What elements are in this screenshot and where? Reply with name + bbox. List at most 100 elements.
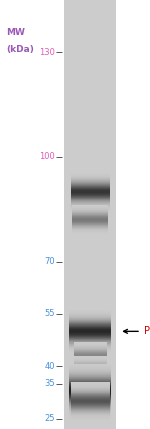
Bar: [69, 396, 111, 397]
Bar: [70, 391, 110, 392]
Bar: [69, 376, 111, 377]
Bar: [70, 205, 110, 206]
Bar: [70, 206, 110, 207]
Bar: [69, 337, 111, 338]
Text: 100: 100: [39, 152, 55, 161]
Text: (kDa): (kDa): [6, 45, 34, 54]
Bar: [70, 403, 110, 404]
Bar: [70, 396, 110, 397]
Bar: [69, 415, 111, 416]
Bar: [70, 413, 110, 414]
Bar: [69, 406, 111, 407]
Bar: [69, 392, 111, 393]
Bar: [69, 391, 111, 392]
Bar: [70, 186, 110, 187]
Bar: [69, 321, 111, 322]
Bar: [69, 400, 111, 401]
Bar: [70, 197, 110, 198]
Bar: [70, 383, 110, 384]
Bar: [69, 352, 111, 353]
Bar: [69, 413, 111, 414]
Bar: [69, 401, 111, 402]
Bar: [69, 412, 111, 413]
Bar: [70, 187, 110, 188]
Bar: [64, 0, 116, 429]
Bar: [69, 394, 111, 395]
Bar: [70, 194, 110, 195]
Bar: [69, 365, 111, 366]
Text: MW: MW: [6, 28, 25, 37]
Bar: [70, 408, 110, 409]
Bar: [69, 383, 111, 384]
Bar: [69, 408, 111, 409]
Bar: [70, 416, 110, 417]
Bar: [70, 414, 110, 415]
Bar: [69, 348, 111, 349]
Bar: [69, 412, 111, 413]
Bar: [69, 410, 111, 411]
Bar: [69, 393, 111, 394]
Bar: [69, 341, 111, 342]
Bar: [70, 201, 110, 202]
Bar: [69, 397, 111, 398]
Bar: [70, 407, 110, 408]
Bar: [69, 387, 111, 388]
Bar: [69, 317, 111, 318]
Bar: [69, 333, 111, 334]
Bar: [69, 315, 111, 316]
Bar: [70, 399, 110, 400]
Bar: [69, 404, 111, 405]
Bar: [70, 178, 110, 179]
Bar: [70, 207, 110, 208]
Bar: [70, 390, 110, 391]
Bar: [70, 195, 110, 196]
Text: P2X2: P2X2: [144, 326, 150, 336]
Bar: [70, 400, 110, 401]
Bar: [69, 332, 111, 333]
Bar: [69, 371, 111, 372]
Bar: [70, 403, 110, 404]
Bar: [70, 392, 110, 393]
Bar: [69, 326, 111, 327]
Bar: [69, 411, 111, 412]
Bar: [70, 404, 110, 405]
Bar: [69, 379, 111, 380]
Bar: [70, 394, 110, 395]
Bar: [70, 204, 110, 205]
Bar: [69, 325, 111, 326]
Bar: [70, 411, 110, 412]
Bar: [69, 340, 111, 341]
Bar: [70, 208, 110, 209]
Text: 25: 25: [44, 414, 55, 423]
Bar: [70, 395, 110, 396]
Bar: [70, 412, 110, 413]
Bar: [69, 344, 111, 345]
Bar: [70, 182, 110, 183]
Bar: [70, 200, 110, 201]
Bar: [70, 405, 110, 406]
Bar: [70, 387, 110, 388]
Bar: [70, 409, 110, 410]
Bar: [69, 380, 111, 381]
Bar: [70, 416, 110, 417]
Bar: [69, 390, 111, 391]
Bar: [70, 390, 110, 391]
Bar: [69, 399, 111, 400]
Bar: [69, 331, 111, 332]
Bar: [69, 338, 111, 339]
Bar: [69, 402, 111, 403]
Bar: [70, 179, 110, 180]
Bar: [70, 202, 110, 203]
Bar: [70, 398, 110, 399]
Bar: [70, 197, 110, 198]
Bar: [69, 373, 111, 374]
Bar: [69, 345, 111, 346]
Bar: [69, 329, 111, 330]
Bar: [69, 389, 111, 390]
Bar: [70, 388, 110, 389]
Bar: [70, 209, 110, 210]
Bar: [69, 339, 111, 340]
Bar: [70, 183, 110, 184]
Bar: [69, 375, 111, 376]
Bar: [70, 177, 110, 178]
